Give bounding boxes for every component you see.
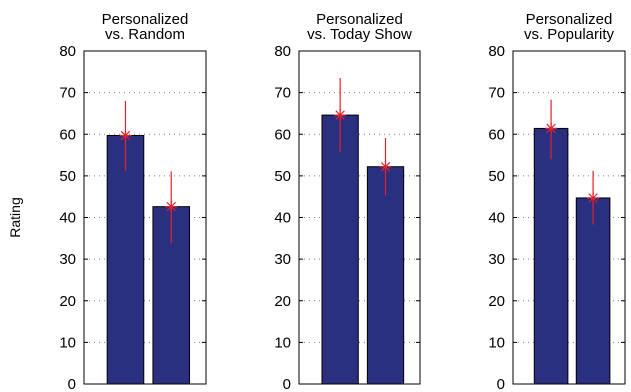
- mean-marker: [119, 129, 132, 142]
- marker-stroke: [166, 201, 176, 212]
- y-tick-label: 60: [488, 126, 505, 143]
- bar: [106, 134, 145, 385]
- bar: [575, 197, 611, 385]
- marker-stroke: [546, 123, 556, 134]
- marker-stroke: [380, 161, 391, 172]
- chart-title-line: Personalized: [102, 11, 189, 28]
- y-axis-label: Rating: [7, 197, 23, 237]
- mean-marker: [379, 160, 392, 173]
- chart-title-line: Personalized: [316, 11, 403, 28]
- y-tick-label: 20: [274, 293, 291, 310]
- mean-marker: [165, 200, 178, 213]
- y-tick-label: 50: [59, 168, 76, 185]
- bar: [366, 166, 405, 385]
- y-tick-label: 80: [59, 43, 76, 60]
- y-tick-label: 10: [59, 334, 76, 351]
- mean-marker: [334, 109, 347, 122]
- y-tick-label: 30: [488, 251, 505, 268]
- chart-title-line: Personalized: [526, 11, 613, 28]
- y-tick-label: 20: [59, 293, 76, 310]
- mean-marker: [545, 122, 558, 135]
- y-tick-label: 30: [59, 251, 76, 268]
- y-tick-label: 50: [274, 168, 291, 185]
- bar: [321, 114, 359, 385]
- y-tick-label: 70: [59, 85, 76, 102]
- y-tick-label: 80: [274, 43, 291, 60]
- chart-title-line: vs. Popularity: [524, 26, 615, 43]
- y-tick-label: 0: [68, 376, 76, 392]
- y-tick-label: 0: [497, 376, 505, 392]
- chart-title-line: vs. Today Show: [307, 26, 412, 43]
- y-tick-label: 20: [488, 293, 505, 310]
- y-tick-label: 10: [488, 334, 505, 351]
- marker-stroke: [588, 193, 598, 203]
- y-tick-label: 80: [488, 43, 505, 60]
- bar: [533, 127, 569, 385]
- y-tick-label: 30: [274, 251, 291, 268]
- y-tick-label: 40: [488, 210, 505, 227]
- y-tick-label: 60: [274, 126, 291, 143]
- mean-marker: [587, 191, 600, 204]
- y-tick-label: 60: [59, 126, 76, 143]
- y-tick-label: 70: [274, 85, 291, 102]
- marker-stroke: [120, 130, 131, 141]
- y-tick-label: 40: [59, 210, 76, 227]
- y-tick-label: 10: [274, 334, 291, 351]
- chart-title-line: vs. Random: [105, 26, 185, 43]
- y-tick-label: 0: [283, 376, 291, 392]
- y-tick-label: 40: [274, 210, 291, 227]
- y-tick-label: 50: [488, 168, 505, 185]
- y-tick-label: 70: [488, 85, 505, 102]
- marker-stroke: [335, 110, 345, 120]
